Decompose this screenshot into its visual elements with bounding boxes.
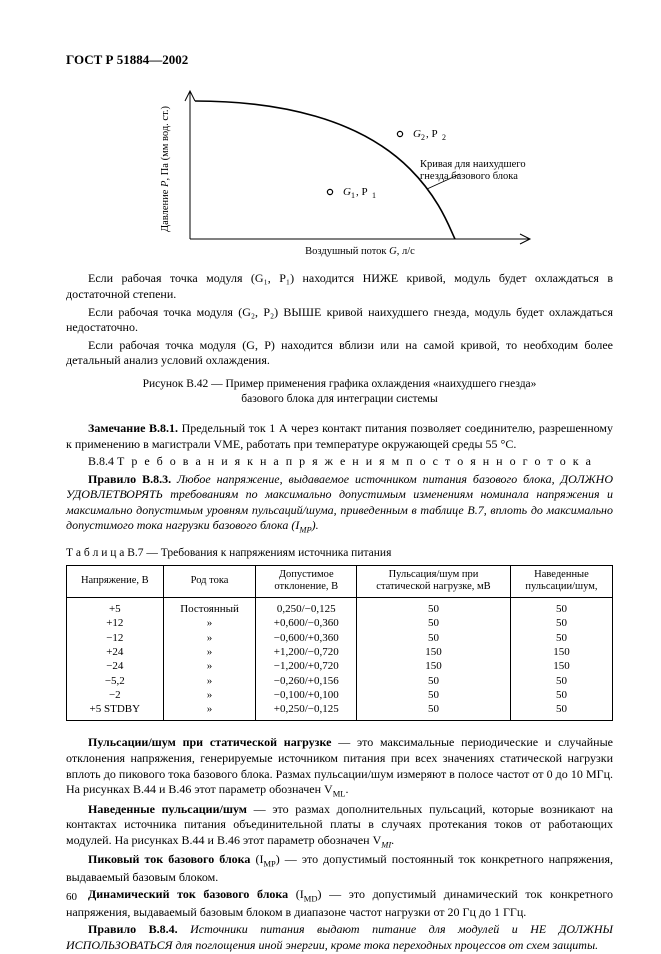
- table-caption: Т а б л и ц а В.7 — Требования к напряже…: [66, 546, 613, 561]
- svg-text:2: 2: [442, 133, 446, 142]
- section-b84-num: В.8.4: [88, 454, 114, 468]
- th-induced: Наведенныепульсации/шум,: [510, 565, 612, 597]
- def3-mid1: (I: [250, 852, 263, 866]
- svg-text:Воздушный поток G, л/с: Воздушный поток G, л/с: [305, 246, 415, 257]
- svg-text:гнезда базового блока: гнезда базового блока: [420, 171, 518, 182]
- power-requirements-table: Напряжение, В Род тока Допустимоеотклоне…: [66, 565, 613, 722]
- rule-b83-tail: ).: [312, 518, 319, 532]
- section-b84-title: Т р е б о в а н и я к н а п р я ж е н и …: [117, 454, 593, 468]
- def-ripple-static: Пульсации/шум при статической нагрузке —…: [66, 735, 613, 799]
- th-voltage: Напряжение, В: [67, 565, 164, 597]
- def2-tail: .: [391, 833, 394, 847]
- note-b81-lead: Замечание В.8.1.: [88, 421, 178, 435]
- cooling-chart: G 2 , P 2 G 1 , P 1 Кривая для наихудшег…: [66, 79, 613, 264]
- para-above-curve: Если рабочая точка модуля (G₂, P₂) ВЫШЕ …: [66, 305, 613, 336]
- table-cell: 0,250/−0,125+0,600/−0,360−0,600/+0,360+1…: [256, 598, 357, 721]
- def1-lead: Пульсации/шум при статической нагрузке: [88, 735, 331, 749]
- table-header-row: Напряжение, В Род тока Допустимоеотклоне…: [67, 565, 613, 597]
- rule-b84: Правило В.8.4. Источники питания выдают …: [66, 922, 613, 953]
- note-b81: Замечание В.8.1. Предельный ток 1 А чере…: [66, 421, 613, 452]
- table-cell: 505050150150505050: [510, 598, 612, 721]
- section-b84-heading: В.8.4 Т р е б о в а н и я к н а п р я ж …: [66, 454, 613, 470]
- def-induced-ripple: Наведенные пульсации/шум — это размах до…: [66, 802, 613, 851]
- def3-sub1: MP: [263, 859, 275, 869]
- rule-b83: Правило В.8.3. Любое напряжение, выдавае…: [66, 472, 613, 536]
- table-cell: Постоянный»»»»»»»: [163, 598, 256, 721]
- def2-sub: MI: [381, 839, 391, 849]
- table-cell: 505050150150505050: [357, 598, 511, 721]
- def1-sub: ML: [333, 789, 346, 799]
- def-dynamic-current: Динамический ток базового блока (IMD) — …: [66, 887, 613, 920]
- table-row: +5+12−12+24−24−5,2−2+5 STDBYПостоянный»»…: [67, 598, 613, 721]
- doc-header: ГОСТ Р 51884—2002: [66, 52, 613, 69]
- rule-b83-sub: MP: [299, 525, 311, 535]
- page-number: 60: [66, 890, 77, 904]
- def4-sub1: MD: [304, 894, 318, 904]
- svg-text:1: 1: [372, 191, 376, 200]
- svg-text:, P: , P: [356, 186, 368, 198]
- rule-b83-lead: Правило В.8.3.: [88, 472, 171, 486]
- svg-text:G: G: [413, 128, 421, 140]
- th-current: Род тока: [163, 565, 256, 597]
- figure-caption-line1: Рисунок В.42 — Пример применения графика…: [143, 378, 537, 390]
- svg-text:Давление P, Па (мм вод. ст.): Давление P, Па (мм вод. ст.): [160, 105, 171, 232]
- def1-tail: .: [345, 782, 348, 796]
- figure-caption-line2: базового блока для интеграции системы: [241, 393, 437, 405]
- svg-text:2: 2: [421, 133, 425, 142]
- def-peak-current: Пиковый ток базового блока (IMP) — это д…: [66, 852, 613, 885]
- def4-lead: Динамический ток базового блока: [88, 887, 288, 901]
- figure-caption: Рисунок В.42 — Пример применения графика…: [66, 377, 613, 407]
- svg-text:, P: , P: [426, 128, 438, 140]
- svg-text:1: 1: [351, 191, 355, 200]
- table-cell: +5+12−12+24−24−5,2−2+5 STDBY: [67, 598, 164, 721]
- def2-lead: Наведенные пульсации/шум: [88, 802, 247, 816]
- def4-mid1: (I: [288, 887, 304, 901]
- th-deviation: Допустимоеотклонение, В: [256, 565, 357, 597]
- svg-text:Кривая для наихудшего: Кривая для наихудшего: [420, 159, 526, 170]
- para-on-curve: Если рабочая точка модуля (G, P) находит…: [66, 338, 613, 369]
- svg-text:G: G: [343, 186, 351, 198]
- th-ripple: Пульсация/шум пристатической нагрузке, м…: [357, 565, 511, 597]
- para-below-curve: Если рабочая точка модуля (G₁, P₁) наход…: [66, 271, 613, 302]
- def3-lead: Пиковый ток базового блока: [88, 852, 250, 866]
- rule-b84-lead: Правило В.8.4.: [88, 922, 178, 936]
